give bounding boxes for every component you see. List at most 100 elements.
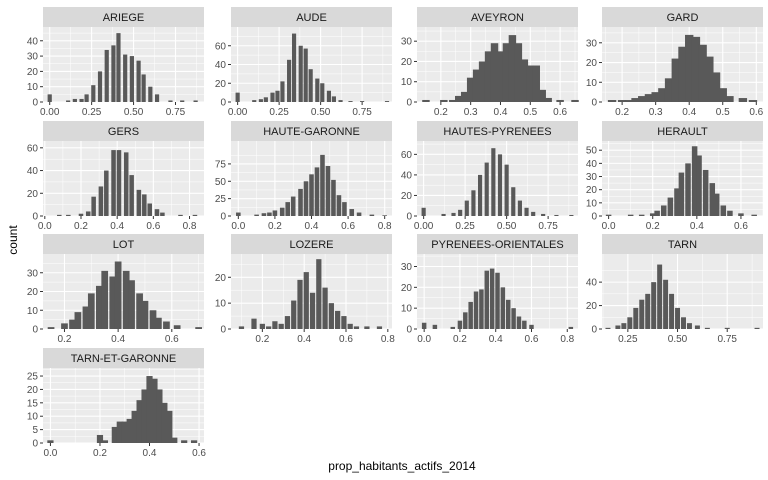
y-tick-label: 40: [586, 278, 598, 289]
x-tick-label: 0.2: [615, 107, 629, 118]
y-tick-label: 40: [27, 166, 39, 177]
y-tick-label: 10: [586, 198, 598, 209]
histogram-bar: [638, 96, 647, 102]
histogram-bar: [85, 211, 91, 216]
facet-strip-label: ARIEGE: [103, 12, 145, 24]
facet-strip: [417, 234, 578, 254]
histogram-bar: [369, 214, 375, 216]
histogram-bar: [489, 268, 495, 329]
panel-gard: GARD 0.2 0.3 0.4 0.5 0.6 0 10 20 30: [586, 7, 764, 118]
histogram-bar: [66, 214, 71, 216]
histogram-bar: [466, 77, 475, 102]
x-tick-label: 0.8: [560, 334, 574, 345]
histogram-bar: [675, 307, 681, 329]
histogram-bar: [654, 210, 660, 216]
x-tick-label: 0.4: [297, 334, 311, 345]
histogram-bar: [126, 418, 133, 443]
facet-strip: [602, 234, 763, 254]
histogram-bar: [738, 98, 748, 102]
y-tick-label: 30: [586, 38, 598, 49]
histogram-bar: [111, 426, 118, 443]
histogram-bar: [96, 434, 104, 443]
histogram-bar: [615, 325, 621, 329]
facet-strip-label: PYRENEES-ORIENTALES: [431, 239, 563, 251]
histogram-bar: [142, 194, 147, 216]
histogram-bar: [681, 317, 686, 329]
x-tick-label: 0.50: [497, 221, 517, 232]
histogram-bar: [259, 323, 265, 329]
histogram-bar: [129, 56, 134, 102]
y-tick-label: 10: [586, 78, 598, 89]
histogram-bar: [178, 214, 183, 216]
histogram-bar: [678, 172, 685, 216]
histogram-bar: [508, 35, 517, 102]
panel-haute-garonne: HAUTE-GARONNE 0.0 0.2 0.4 0.6 0.8 0 25 50 75: [215, 121, 392, 232]
histogram-bar: [272, 321, 278, 329]
histogram-bar: [166, 410, 173, 443]
facet-strip: [417, 121, 578, 141]
histogram-bar: [109, 276, 117, 329]
y-tick-label: 0: [406, 212, 412, 223]
panel-aude: AUDE 0.00 0.25 0.50 0.75 0 20 40 60: [215, 7, 392, 118]
histogram-bar: [151, 378, 158, 443]
histogram-bar: [251, 318, 257, 329]
histogram-bar: [160, 212, 165, 216]
histogram-bar: [502, 43, 511, 102]
histogram-bar: [505, 299, 511, 329]
histogram-bar: [671, 58, 680, 102]
x-tick-label: 0.6: [146, 221, 160, 232]
histogram-bar: [190, 440, 198, 443]
y-tick-label: 60: [27, 143, 39, 154]
facet-strip: [417, 7, 578, 27]
histogram-bar: [720, 205, 727, 216]
histogram-bar: [303, 48, 308, 102]
x-tick-label: 0.00: [414, 221, 434, 232]
y-tick-label: 0: [220, 325, 226, 336]
histogram-bar: [341, 316, 347, 329]
histogram-bar: [141, 300, 149, 329]
histogram-bar: [298, 188, 303, 216]
histogram-bar: [336, 195, 342, 216]
histogram-bar: [440, 99, 448, 102]
histogram-bar: [709, 183, 716, 216]
histogram-bar: [685, 34, 694, 102]
histogram-bar: [121, 421, 128, 443]
y-tick-label: 40: [27, 36, 39, 47]
histogram-bar: [674, 188, 680, 216]
y-tick-label: 0: [32, 439, 38, 450]
histogram-bar: [605, 327, 611, 329]
histogram-bar: [663, 279, 669, 329]
x-tick-label: 0.4: [305, 221, 319, 232]
histogram-bar: [645, 293, 651, 329]
histogram-bar: [713, 193, 720, 216]
y-tick-label: 0: [220, 212, 226, 223]
x-tick-label: 0.00: [40, 107, 60, 118]
histogram-bar: [279, 207, 285, 216]
histogram-bar: [524, 207, 529, 216]
x-tick-label: 0.0: [602, 221, 616, 232]
histogram-bar: [569, 214, 574, 216]
facet-strip: [231, 234, 392, 254]
y-tick-label: 0: [32, 212, 38, 223]
histogram-bar: [554, 214, 559, 216]
histogram-bar: [91, 196, 96, 216]
y-tick-label: 30: [401, 262, 413, 273]
x-tick-label: 0.6: [525, 334, 539, 345]
histogram-bar: [263, 97, 268, 102]
facet-strip-label: LOZERE: [289, 239, 333, 251]
y-tick-label: 20: [27, 67, 39, 78]
histogram-bar: [171, 437, 178, 443]
histogram-bar: [131, 410, 138, 443]
histogram-bar: [342, 202, 347, 216]
histogram-bar: [538, 89, 546, 102]
histogram-bar: [631, 98, 640, 102]
histogram-bar: [484, 51, 493, 102]
y-tick-label: 25: [215, 194, 227, 205]
histogram-bar: [328, 303, 334, 329]
histogram-bar: [627, 317, 633, 329]
histogram-bar: [450, 326, 456, 329]
y-tick-label: 10: [27, 82, 39, 93]
facet-strip-label: GERS: [108, 126, 139, 138]
x-tick-label: 0.4: [494, 107, 508, 118]
